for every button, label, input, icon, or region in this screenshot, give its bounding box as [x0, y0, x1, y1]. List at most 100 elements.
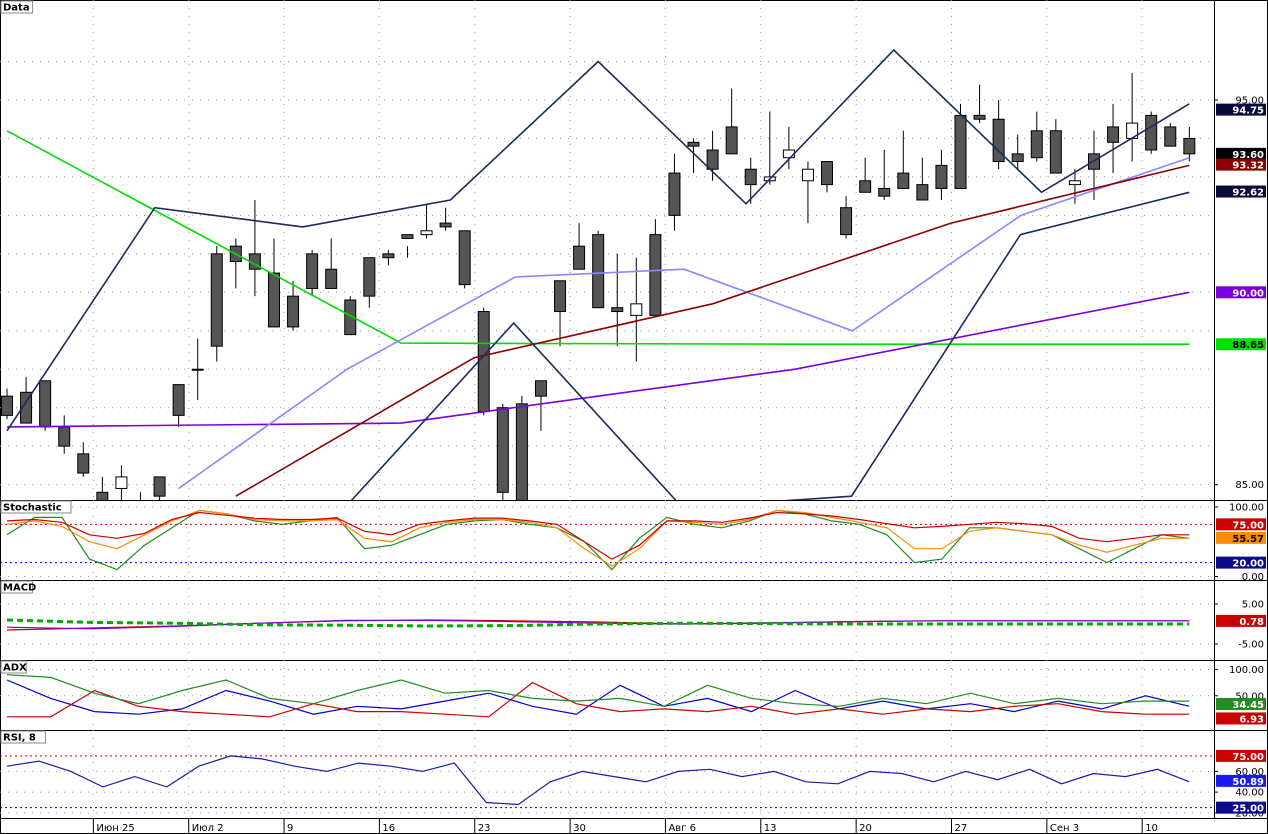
value-badge-label: 0.78 [1239, 617, 1264, 628]
candle-body [20, 391, 33, 424]
pane-title-text: Data [3, 3, 30, 14]
candle-body [649, 234, 662, 316]
candle-body [515, 403, 528, 500]
pane-title-text: MACD [3, 583, 36, 594]
value-badge-box [1216, 185, 1266, 198]
candle-body [630, 303, 643, 316]
x-tick-label: 9 [287, 823, 293, 834]
value-badge-box [1216, 103, 1266, 116]
value-badge-box [1216, 801, 1266, 814]
candle-body [135, 508, 146, 516]
candle-body [172, 384, 185, 416]
value-badge-label: 50.89 [1232, 777, 1264, 788]
candle-body [992, 118, 1005, 163]
candle-body [77, 453, 90, 474]
series-line [6, 618, 1190, 628]
value-badge: 25.00 [1216, 801, 1266, 815]
series-line [6, 674, 1190, 707]
candle-body [878, 187, 891, 197]
series-line [6, 509, 1190, 571]
candle-body [744, 168, 757, 186]
candle-body [668, 172, 681, 216]
candle-body [210, 253, 223, 347]
value-badge-box [1216, 697, 1266, 710]
value-badge-label: 55.57 [1232, 534, 1264, 545]
y-tick-label: 5.00 [1242, 600, 1264, 611]
candle-body [1011, 153, 1024, 163]
value-badge-box [1216, 338, 1266, 351]
value-badge: 34.45 [1216, 697, 1266, 711]
candle-body [1030, 130, 1043, 159]
value-badge: 55.57 [1216, 531, 1266, 545]
series-line [6, 679, 1190, 715]
series-line [6, 509, 1190, 567]
candle-body [954, 114, 967, 189]
value-badge: 20.00 [1216, 556, 1266, 570]
pane-2: Stochastic 100.00 0.00 75.00 55.57 20.00 [0, 500, 1268, 583]
pane-plot-area [0, 500, 1214, 580]
x-tick-label: Июл 2 [192, 823, 224, 834]
pane-title-box [0, 580, 34, 594]
candle-body [1145, 114, 1158, 151]
candle-body [496, 407, 509, 493]
pane-title: Data [0, 0, 34, 14]
series-line [6, 48, 1190, 432]
candle-body [306, 253, 319, 289]
pane-3: MACD 5.00 -5.00 0.78 [0, 580, 1268, 661]
value-badge-box [1216, 531, 1266, 544]
value-badge: 0.78 [1216, 614, 1266, 628]
value-badge-label: 75.00 [1232, 520, 1264, 531]
y-tick-label: 60.00 [1235, 767, 1264, 778]
series-line [350, 191, 1190, 500]
candle-body [973, 114, 986, 120]
pane-plot-area [0, 0, 1214, 516]
y-tick-label: 50.00 [1235, 691, 1264, 702]
value-badge: 6.93 [1216, 712, 1266, 725]
x-tick-label: Сен 3 [1050, 823, 1079, 834]
candle-body [782, 149, 795, 159]
candle-body [935, 164, 948, 189]
value-badge-box [1216, 518, 1266, 531]
pane-plot-area [0, 580, 1214, 660]
value-badge-label: 94.75 [1232, 106, 1264, 117]
candle-body [1, 395, 13, 416]
y-tick-label: -5.00 [1238, 640, 1264, 651]
value-badge: 50.89 [1216, 774, 1266, 788]
pane-title-box [0, 660, 27, 674]
candle-body [1164, 126, 1177, 147]
candle-body [344, 299, 357, 336]
candle-body [1107, 126, 1120, 143]
candle-body [477, 311, 490, 413]
y-tick-label: 100.00 [1229, 502, 1264, 513]
value-badge-label: 25.00 [1232, 804, 1264, 815]
value-badge-box [1216, 556, 1266, 569]
candle-body [801, 168, 814, 182]
candle-body [916, 184, 929, 201]
pane-title-text: Stochastic [3, 503, 62, 514]
x-axis: Июн 25 Июл 2 9 16 23 30 Авг 6 13 20 27 Сен 3 10 [92, 818, 1158, 834]
value-badge-label: 75.00 [1232, 752, 1264, 763]
candle-body [287, 295, 300, 328]
value-badge-label: 88.65 [1232, 340, 1264, 351]
value-badge-label: 6.93 [1239, 714, 1264, 725]
x-tick-label: 30 [573, 823, 586, 834]
pane-title-text: RSI, 8 [3, 733, 36, 744]
value-badge: 94.75 [1216, 103, 1266, 117]
value-badge-box [1216, 749, 1266, 762]
pane-title-text: ADX [3, 663, 27, 674]
value-badge-label: 92.62 [1232, 188, 1264, 199]
y-tick-label: 0.00 [1242, 572, 1264, 583]
value-badge: 88.65 [1216, 338, 1266, 351]
value-badge-box [1216, 614, 1266, 627]
value-badge: 75.00 [1216, 518, 1266, 531]
x-tick-label: 10 [1145, 823, 1158, 834]
y-tick-label: 20.00 [1235, 808, 1264, 819]
value-badge: 75.00 [1216, 749, 1266, 763]
x-tick-label: 27 [955, 823, 968, 834]
candle-body [420, 230, 433, 236]
value-badge-box [1216, 774, 1266, 787]
value-badge: 93.60 [1216, 147, 1266, 161]
